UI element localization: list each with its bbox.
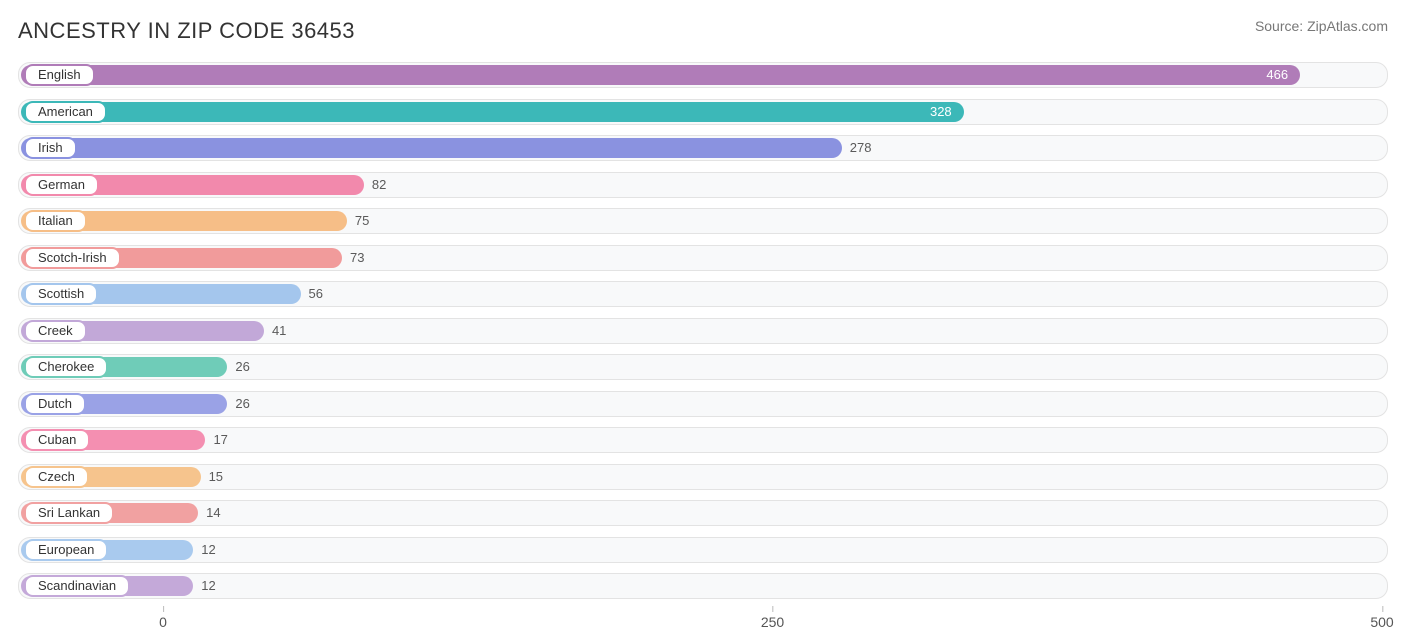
bar-value-label: 56 bbox=[309, 282, 323, 306]
bar-value-label: 26 bbox=[235, 392, 249, 416]
bar-label-pill: Irish bbox=[24, 137, 77, 159]
bar-value-label: 14 bbox=[206, 501, 220, 525]
bar-label-pill: Cherokee bbox=[24, 356, 108, 378]
bar-value-label: 278 bbox=[850, 136, 872, 160]
bar-row: Scandinavian 12 bbox=[18, 573, 1388, 599]
bar-row: Italian 75 bbox=[18, 208, 1388, 234]
bar-fill bbox=[21, 102, 964, 122]
axis-tick: 250 bbox=[761, 610, 784, 630]
axis-tick: 500 bbox=[1370, 610, 1393, 630]
bar-row: Scotch-Irish 73 bbox=[18, 245, 1388, 271]
bar-label-pill: American bbox=[24, 101, 107, 123]
chart-source: Source: ZipAtlas.com bbox=[1255, 18, 1388, 34]
bar-value-label: 82 bbox=[372, 173, 386, 197]
bar-label-pill: Scotch-Irish bbox=[24, 247, 121, 269]
bar-fill bbox=[21, 138, 842, 158]
bar-label-pill: German bbox=[24, 174, 99, 196]
bar-value-label: 73 bbox=[350, 246, 364, 270]
bar-label-pill: Scandinavian bbox=[24, 575, 130, 597]
bar-row: Sri Lankan 14 bbox=[18, 500, 1388, 526]
axis-tick-label: 500 bbox=[1370, 614, 1393, 630]
axis-tick-label: 250 bbox=[761, 614, 784, 630]
bar-value-label: 466 bbox=[1266, 63, 1288, 87]
bar-row: Dutch 26 bbox=[18, 391, 1388, 417]
bar-label-pill: English bbox=[24, 64, 95, 86]
bar-value-label: 12 bbox=[201, 574, 215, 598]
bar-value-label: 328 bbox=[930, 100, 952, 124]
bar-value-label: 17 bbox=[213, 428, 227, 452]
bar-row: Scottish 56 bbox=[18, 281, 1388, 307]
bar-row: Creek 41 bbox=[18, 318, 1388, 344]
bar-row: European 12 bbox=[18, 537, 1388, 563]
chart-header: ANCESTRY IN ZIP CODE 36453 Source: ZipAt… bbox=[18, 18, 1388, 44]
bar-label-pill: Dutch bbox=[24, 393, 86, 415]
chart-plot: English 466 American 328 Irish 278 German 82 Ita… bbox=[18, 62, 1388, 599]
bar-row: German 82 bbox=[18, 172, 1388, 198]
bar-value-label: 26 bbox=[235, 355, 249, 379]
bar-row: Czech 15 bbox=[18, 464, 1388, 490]
bar-label-pill: Scottish bbox=[24, 283, 98, 305]
bar-value-label: 41 bbox=[272, 319, 286, 343]
bar-row: American 328 bbox=[18, 99, 1388, 125]
bar-row: Cuban 17 bbox=[18, 427, 1388, 453]
bar-label-pill: Czech bbox=[24, 466, 89, 488]
bar-label-pill: European bbox=[24, 539, 108, 561]
bar-label-pill: Sri Lankan bbox=[24, 502, 114, 524]
bar-value-label: 15 bbox=[209, 465, 223, 489]
bar-row: Cherokee 26 bbox=[18, 354, 1388, 380]
bar-label-pill: Cuban bbox=[24, 429, 90, 451]
bar-row: Irish 278 bbox=[18, 135, 1388, 161]
bar-value-label: 12 bbox=[201, 538, 215, 562]
chart-x-axis: 0250500 bbox=[18, 610, 1388, 640]
axis-tick: 0 bbox=[159, 610, 167, 630]
chart-title: ANCESTRY IN ZIP CODE 36453 bbox=[18, 18, 355, 44]
bar-fill bbox=[21, 65, 1300, 85]
bar-value-label: 75 bbox=[355, 209, 369, 233]
axis-tick-label: 0 bbox=[159, 614, 167, 630]
bar-row: English 466 bbox=[18, 62, 1388, 88]
bar-label-pill: Italian bbox=[24, 210, 87, 232]
chart-container: ANCESTRY IN ZIP CODE 36453 Source: ZipAt… bbox=[0, 0, 1406, 644]
bar-label-pill: Creek bbox=[24, 320, 87, 342]
